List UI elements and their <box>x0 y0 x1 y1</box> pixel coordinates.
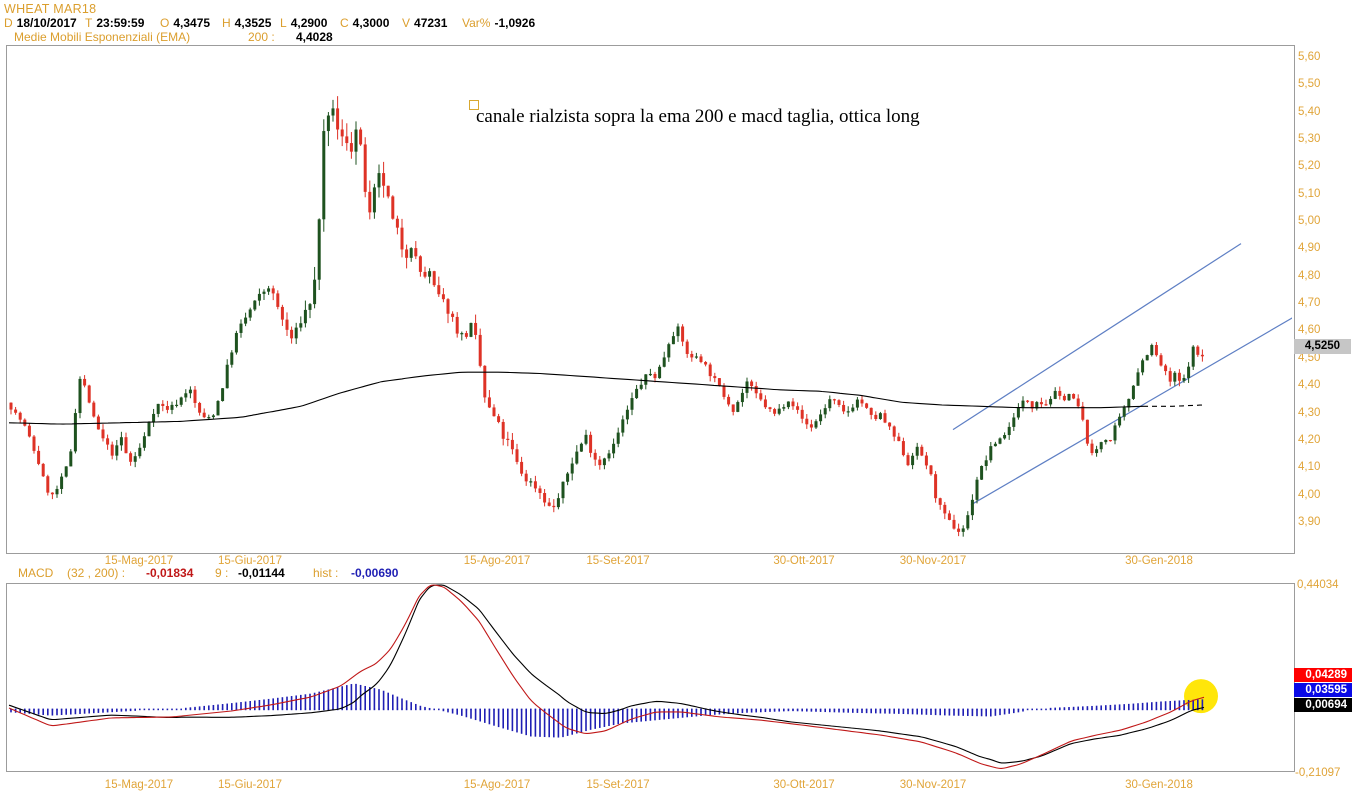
candlestick-chart <box>8 96 1292 537</box>
quote-date: D 18/10/2017 <box>4 16 77 30</box>
macd-signal-value: -0,01144 <box>238 566 285 580</box>
ema-label: Medie Mobili Esponenziali (EMA) <box>14 30 191 44</box>
price-tick-label: 5,60 <box>1298 51 1321 63</box>
quote-close: C 4,3000 <box>340 16 390 30</box>
macd-chart <box>8 584 1218 769</box>
macd-params: (32 , 200) : <box>67 566 126 580</box>
date-tick-label: 15-Ago-2017 <box>463 779 531 791</box>
date-tick-label: 30-Ott-2017 <box>773 555 835 567</box>
hist-current-value-box: 0,03595 <box>1294 683 1352 697</box>
price-tick-label: 4,90 <box>1298 242 1321 254</box>
price-tick-label: 4,50 <box>1298 352 1321 364</box>
quote-volume: V 47231 <box>402 16 448 30</box>
date-tick-label: 15-Mag-2017 <box>104 779 174 791</box>
price-tick-label: 4,70 <box>1298 297 1321 309</box>
macd-hist-value: -0,00690 <box>351 566 399 580</box>
date-tick-label: 15-Set-2017 <box>586 779 650 791</box>
quote-open: O 4,3475 <box>160 16 211 30</box>
price-tick-label: 5,50 <box>1298 78 1321 90</box>
chart-annotation[interactable]: canale rialzista sopra la ema 200 e macd… <box>476 106 920 127</box>
date-tick-label: 15-Mag-2017 <box>104 555 174 567</box>
price-tick-label: 4,40 <box>1298 379 1321 391</box>
price-tick-label: 5,30 <box>1298 133 1321 145</box>
price-tick-label: 5,10 <box>1298 188 1321 200</box>
price-tick-label: 5,00 <box>1298 215 1321 227</box>
price-tick-label: 3,90 <box>1298 516 1321 528</box>
price-tick-label: 4,10 <box>1298 461 1321 473</box>
date-tick-label: 30-Nov-2017 <box>899 779 967 791</box>
date-tick-label: 15-Set-2017 <box>586 555 650 567</box>
macd-signal-param: 9 : <box>215 566 229 580</box>
date-tick-label: 15-Ago-2017 <box>463 555 531 567</box>
macd-chart-panel[interactable] <box>6 583 1295 772</box>
date-tick-label: 30-Gen-2018 <box>1125 555 1193 567</box>
ema-value: 4,4028 <box>296 30 333 44</box>
price-tick-label: 4,80 <box>1298 270 1321 282</box>
macd-name: MACD <box>18 566 54 580</box>
quote-high: H 4,3525 <box>222 16 272 30</box>
date-tick-label: 30-Nov-2017 <box>899 555 967 567</box>
date-tick-label: 30-Gen-2018 <box>1125 779 1193 791</box>
price-tick-label: 4,20 <box>1298 434 1321 446</box>
date-tick-label: 30-Ott-2017 <box>773 779 835 791</box>
price-tick-label: 5,20 <box>1298 160 1321 172</box>
annotation-anchor-square[interactable] <box>469 100 479 110</box>
macd-axis-min: -0,21097 <box>1295 767 1341 779</box>
date-tick-label: 15-Giu-2017 <box>218 555 282 567</box>
instrument-title: WHEAT MAR18 <box>4 2 97 16</box>
quote-time: T 23:59:59 <box>85 16 145 30</box>
price-tick-label: 4,30 <box>1298 407 1321 419</box>
ema-param: 200 : <box>248 30 275 44</box>
macd-value: -0,01834 <box>146 566 194 580</box>
macd-axis-max: 0,44034 <box>1297 579 1339 591</box>
quote-var: Var% -1,0926 <box>462 16 536 30</box>
quote-low: L 4,2900 <box>280 16 328 30</box>
price-tick-label: 4,00 <box>1298 489 1321 501</box>
macd-current-value-box: 0,04289 <box>1294 668 1352 682</box>
macd-hist-param: hist : <box>313 566 339 580</box>
signal-current-value-box: 0,00694 <box>1294 698 1352 712</box>
date-tick-label: 15-Giu-2017 <box>218 779 282 791</box>
price-tick-label: 5,40 <box>1298 106 1321 118</box>
price-tick-label: 4,60 <box>1298 324 1321 336</box>
last-price-tag: 4,5250 <box>1294 339 1351 354</box>
price-chart-panel[interactable]: canale rialzista sopra la ema 200 e macd… <box>6 45 1295 554</box>
